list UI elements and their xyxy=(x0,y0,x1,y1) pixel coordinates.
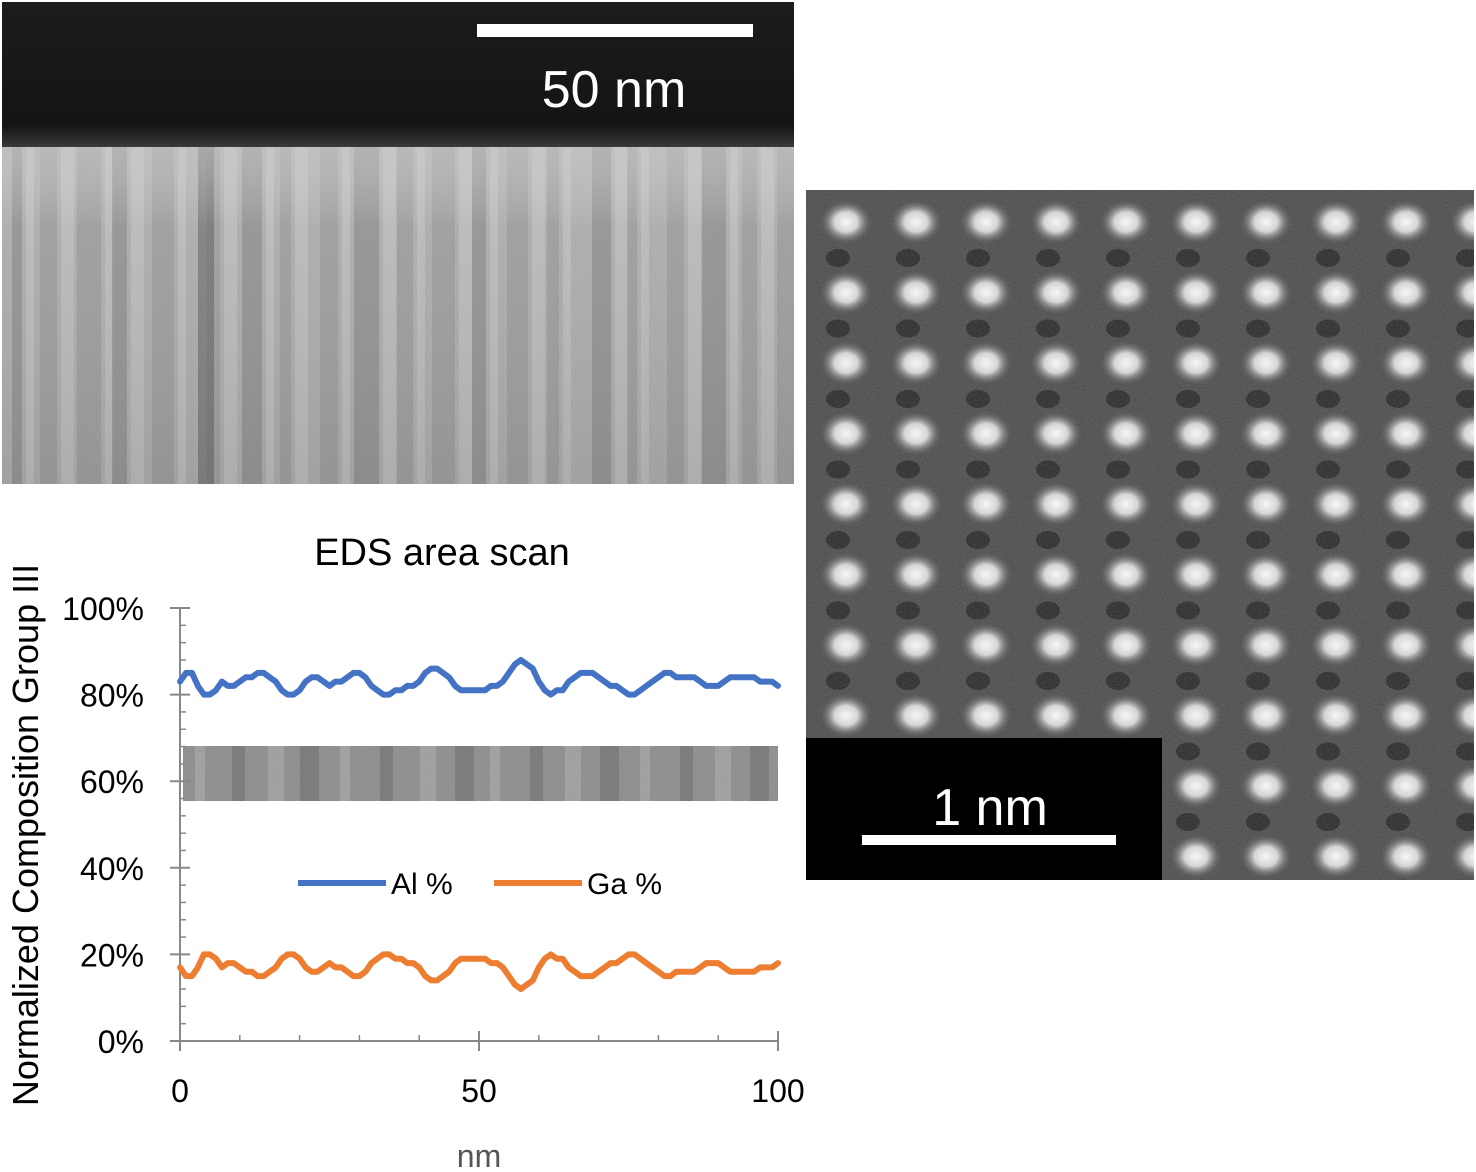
stem-cross-section-image: 50 nm xyxy=(2,2,794,484)
y-tick-label: 0% xyxy=(98,1024,144,1060)
x-tick-label: 0 xyxy=(171,1073,189,1109)
scale-bar-1nm xyxy=(862,835,1116,845)
series-line-al xyxy=(177,657,781,698)
x-tick-label: 100 xyxy=(751,1073,804,1109)
scale-bar-50nm xyxy=(477,24,753,37)
y-axis-label: Normalized Composition Group III xyxy=(5,564,46,1106)
legend-label-ga: Ga % xyxy=(587,868,662,901)
y-tick-label: 60% xyxy=(80,764,144,800)
y-tick-label: 100% xyxy=(62,591,144,627)
legend: Al % Ga % xyxy=(298,868,662,901)
chart-title: EDS area scan xyxy=(314,532,570,574)
legend-label-al: Al % xyxy=(391,868,453,901)
scale-bar-label-50nm: 50 nm xyxy=(542,61,687,119)
scale-bar-label-1nm: 1 nm xyxy=(932,779,1048,837)
series-line-ga xyxy=(177,951,781,992)
atomic-resolution-image: 1 nm xyxy=(806,190,1474,880)
x-axis-label: nm xyxy=(457,1138,501,1172)
y-tick-label: 20% xyxy=(80,937,144,973)
x-tick-label: 50 xyxy=(461,1073,497,1109)
y-tick-label: 80% xyxy=(80,678,144,714)
inset-stem-strip xyxy=(183,746,778,801)
eds-area-scan-chart: EDS area scan Normalized Composition Gro… xyxy=(5,532,805,1172)
y-tick-label: 40% xyxy=(80,851,144,887)
